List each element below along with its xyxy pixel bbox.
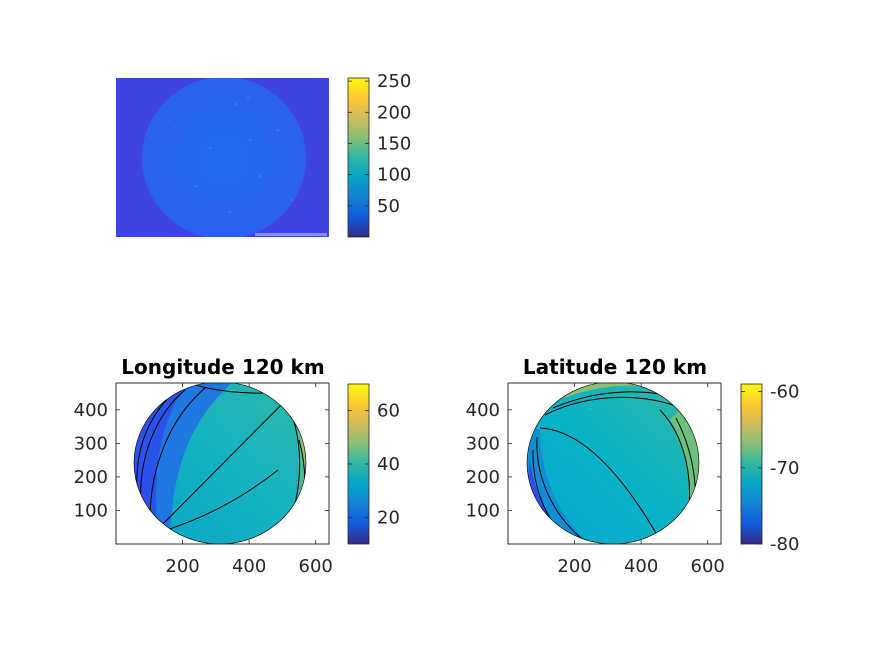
image-panel — [116, 77, 329, 239]
image-noise-dot — [259, 175, 261, 177]
y-tick-label: 100 — [466, 500, 500, 521]
colorbar-tick-label: 60 — [377, 401, 400, 422]
image-noise-dot — [249, 139, 251, 141]
latitude-disk-outline — [526, 383, 700, 544]
x-tick-label: 400 — [624, 556, 658, 577]
y-tick-label: 200 — [466, 467, 500, 488]
image-noise-dots — [167, 97, 293, 213]
image-noise-dot — [235, 103, 237, 105]
image-noise-dot — [167, 119, 169, 121]
image-noise-dot — [195, 185, 197, 187]
longitude-panel: Longitude 120 km — [74, 355, 333, 577]
colorbar-image-bar — [347, 77, 370, 238]
image-noise-dot — [247, 97, 249, 99]
colorbar-tick-label: 50 — [377, 196, 400, 217]
colorbar-tick-label: -80 — [770, 534, 799, 555]
y-tick-label: 400 — [466, 400, 500, 421]
colorbar-longitude: 20 40 60 — [347, 383, 400, 545]
x-tick-label: 600 — [691, 556, 725, 577]
latitude-panel: Latitude 120 km — [466, 355, 725, 577]
colorbar-tick-label: 250 — [377, 71, 411, 92]
image-noise-dot — [291, 199, 293, 201]
y-tick-label: 100 — [74, 500, 108, 521]
x-tick-label: 200 — [165, 556, 199, 577]
image-noise-dot — [209, 147, 211, 149]
longitude-title: Longitude 120 km — [121, 355, 324, 379]
colorbar-tick-label: 40 — [377, 454, 400, 475]
x-tick-label: 600 — [299, 556, 333, 577]
colorbar-tick-label: 200 — [377, 102, 411, 123]
y-tick-label: 200 — [74, 467, 108, 488]
latitude-title: Latitude 120 km — [523, 355, 707, 379]
image-disk — [142, 77, 306, 239]
colorbar-tick-label: 20 — [377, 507, 400, 528]
x-tick-label: 200 — [557, 556, 591, 577]
image-noise-dot — [229, 211, 231, 213]
y-tick-label: 400 — [74, 400, 108, 421]
colorbar-latitude-bar — [740, 383, 763, 545]
colorbar-image: 50 100 150 200 250 — [347, 71, 411, 238]
x-tick-label: 400 — [232, 556, 266, 577]
colorbar-tick-label: -60 — [770, 382, 799, 403]
longitude-disk-outline — [133, 383, 307, 544]
colorbar-tick-label: 100 — [377, 165, 411, 186]
image-noise-dot — [277, 129, 279, 131]
colorbar-latitude: -60 -70 -80 — [740, 382, 799, 555]
y-tick-label: 300 — [74, 433, 108, 454]
latitude-band-right — [670, 383, 699, 544]
colorbar-tick-label: 150 — [377, 133, 411, 154]
y-tick-label: 300 — [466, 433, 500, 454]
image-timestamp-strip — [255, 233, 327, 236]
colorbar-tick-label: -70 — [770, 458, 799, 479]
